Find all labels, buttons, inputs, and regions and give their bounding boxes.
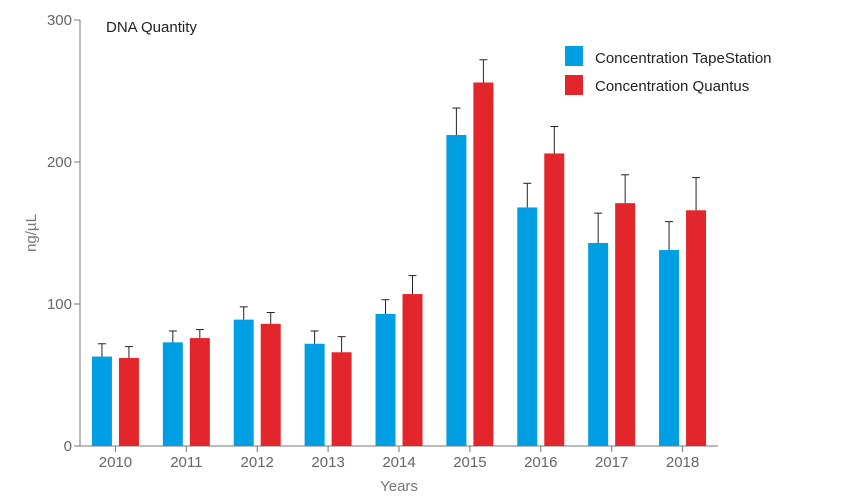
bar-tapestation-2014 [375,313,396,446]
bar-tapestation-2017 [588,242,609,446]
bar-tapestation-2013 [304,343,325,446]
x-tick-label: 2012 [241,454,274,471]
x-tick-label: 2014 [382,454,415,471]
bar-tapestation-2012 [233,319,254,446]
bar-tapestation-2010 [91,356,112,446]
bar-tapestation-2016 [517,207,538,446]
x-tick-label: 2016 [524,454,557,471]
x-tick-label: 2011 [170,454,202,471]
x-axis: 2010 2011 2012 2013 2014 2015 2016 2017 2018 [80,445,718,471]
x-axis-title: Years [380,478,418,495]
bar-tapestation-2011 [162,342,183,446]
bar-group-2012 [233,306,281,446]
x-tick-label: 2018 [666,454,699,471]
bar-group-2017 [588,174,636,446]
bar-group-2015 [446,59,494,446]
bar-tapestation-2018 [659,250,680,446]
bar-group-2014 [375,275,423,446]
x-tick-label: 2015 [453,454,486,471]
legend-swatch-quantus [565,75,583,95]
bar-quantus-2011 [189,338,210,446]
bar-quantus-2012 [260,323,281,446]
bar-groups [91,59,707,447]
bar-group-2018 [659,177,707,446]
legend-label-tapestation: Concentration TapeStation [595,50,772,67]
bar-tapestation-2015 [446,135,467,446]
legend: Concentration TapeStation Concentration … [565,46,772,95]
bar-quantus-2018 [686,210,707,446]
bar-quantus-2017 [615,203,636,446]
chart-title: DNA Quantity [106,19,197,36]
y-tick-label: 0 [64,438,72,455]
bar-quantus-2013 [331,352,352,446]
bar-group-2016 [517,126,565,447]
y-tick-label: 300 [47,12,72,29]
bar-quantus-2016 [544,153,565,447]
legend-swatch-tapestation [565,46,583,66]
bar-group-2010 [91,343,139,446]
bar-quantus-2010 [118,357,139,446]
x-tick-label: 2013 [311,454,344,471]
bar-group-2013 [304,330,352,446]
bar-quantus-2015 [473,82,494,446]
y-tick-label: 100 [47,296,72,313]
bar-quantus-2014 [402,294,423,446]
y-tick-label: 200 [47,154,72,171]
x-tick-label: 2010 [99,454,132,471]
x-tick-label: 2017 [595,454,628,471]
legend-label-quantus: Concentration Quantus [595,78,749,95]
y-axis: 0 100 200 300 [47,12,81,455]
bar-group-2011 [162,329,210,446]
y-axis-title: ng/µL [23,214,40,252]
